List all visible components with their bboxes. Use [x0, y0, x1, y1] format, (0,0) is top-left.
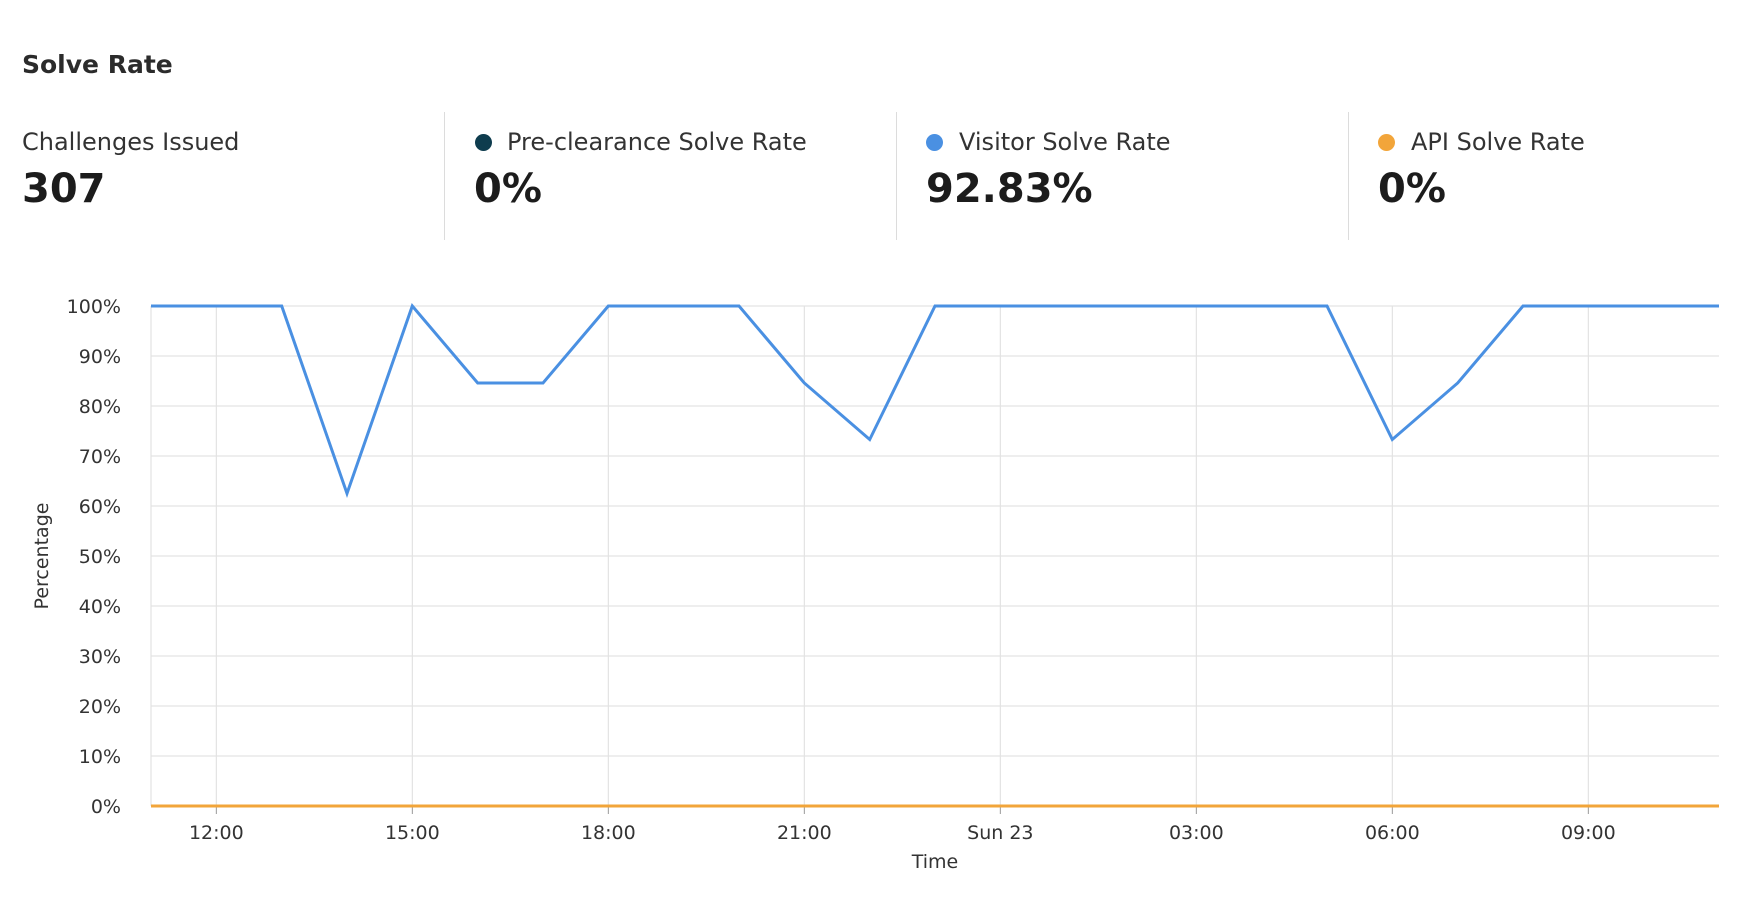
y-tick-label: 80% [79, 396, 121, 418]
stat-value: 0% [474, 166, 542, 212]
stat-preclearance-solve-rate: Pre-clearance Solve Rate 0% [444, 112, 896, 240]
legend-dot-api [1378, 134, 1395, 151]
stat-challenges-issued: Challenges Issued 307 [0, 112, 444, 240]
y-tick-label: 40% [79, 596, 121, 618]
stat-visitor-solve-rate: Visitor Solve Rate 92.83% [896, 112, 1348, 240]
x-tick-label: 03:00 [1169, 822, 1224, 844]
stat-value: 307 [22, 166, 106, 212]
series-line-visitor-solve-rate [151, 303, 1719, 499]
y-tick-label: 100% [67, 296, 121, 318]
stat-label: Challenges Issued [22, 128, 240, 156]
stat-api-solve-rate: API Solve Rate 0% [1348, 112, 1754, 240]
stat-label: Visitor Solve Rate [959, 128, 1171, 156]
y-tick-label: 90% [79, 346, 121, 368]
stats-row: Challenges Issued 307 Pre-clearance Solv… [0, 112, 1754, 240]
y-tick-label: 10% [79, 746, 121, 768]
x-tick-label: Sun 23 [967, 822, 1033, 844]
stat-label: API Solve Rate [1411, 128, 1585, 156]
x-tick-label: 12:00 [189, 822, 244, 844]
stat-value: 0% [1378, 166, 1446, 212]
stat-label: Pre-clearance Solve Rate [507, 128, 807, 156]
line-chart: 0% 10% 20% 30% 40% 50% 60% 70% 80% 90% 100% 12:00 15… [31, 296, 1719, 873]
chart-title: Solve Rate [22, 50, 173, 79]
legend-dot-preclearance [475, 134, 492, 151]
x-tick-label: 21:00 [777, 822, 832, 844]
y-tick-label: 30% [79, 646, 121, 668]
legend-dot-visitor [926, 134, 943, 151]
x-tick-label: 06:00 [1365, 822, 1420, 844]
x-tick-label: 09:00 [1561, 822, 1616, 844]
y-tick-label: 60% [79, 496, 121, 518]
y-axis-label: Percentage [31, 503, 53, 610]
x-tick-label: 15:00 [385, 822, 440, 844]
y-tick-label: 70% [79, 446, 121, 468]
x-axis-label: Time [911, 851, 959, 873]
y-tick-label: 20% [79, 696, 121, 718]
stat-value: 92.83% [926, 166, 1093, 212]
y-tick-label: 0% [91, 796, 121, 818]
x-tick-label: 18:00 [581, 822, 636, 844]
y-tick-label: 50% [79, 546, 121, 568]
